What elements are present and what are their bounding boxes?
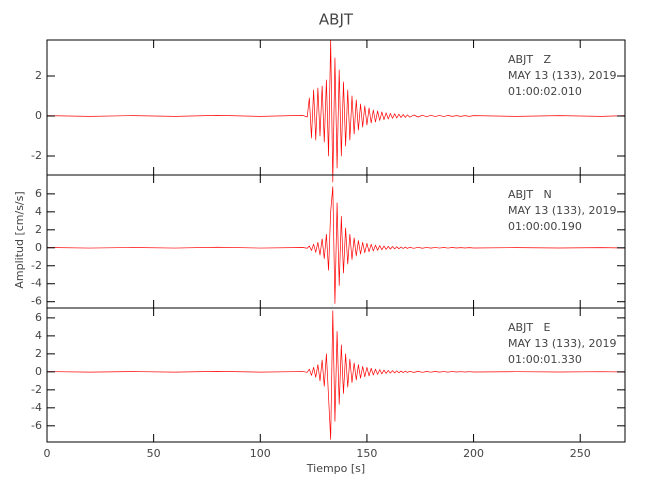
y-tick-label: 4: [35, 329, 42, 342]
x-tick-label: 50: [147, 447, 161, 460]
y-tick-label: 2: [35, 347, 42, 360]
annotation: MAY 13 (133), 2019: [508, 69, 616, 82]
y-tick-label: 0: [35, 365, 42, 378]
annotation: ABJT Z: [508, 53, 552, 66]
y-tick-label: -2: [31, 383, 42, 396]
y-tick-label: 2: [35, 69, 42, 82]
x-tick-label: 100: [250, 447, 271, 460]
panel-frame: [46, 307, 626, 443]
y-tick-label: 0: [35, 241, 42, 254]
annotation: 01:00:00.190: [508, 220, 582, 233]
annotation: 01:00:01.330: [508, 353, 582, 366]
annotation: 01:00:02.010: [508, 85, 582, 98]
waveform: [46, 310, 626, 440]
y-tick-label: 2: [35, 223, 42, 236]
y-tick-label: -6: [31, 419, 42, 432]
annotation: ABJT N: [508, 188, 552, 201]
y-tick-label: -4: [31, 401, 42, 414]
x-tick-label: 200: [463, 447, 484, 460]
y-tick-label: 4: [35, 205, 42, 218]
y-tick-label: -4: [31, 277, 42, 290]
annotation: ABJT E: [508, 321, 551, 334]
waveform: [46, 39, 626, 183]
x-tick-label: 250: [570, 447, 591, 460]
annotation: MAY 13 (133), 2019: [508, 204, 616, 217]
y-axis-label: Amplitud [cm/s/s]: [13, 191, 26, 288]
annotation: MAY 13 (133), 2019: [508, 337, 616, 350]
chart-title: ABJT: [319, 11, 354, 29]
x-tick-label: 150: [356, 447, 377, 460]
y-tick-label: -6: [31, 295, 42, 308]
waveform: [46, 186, 626, 304]
y-tick-label: 0: [35, 109, 42, 122]
y-tick-label: 6: [35, 311, 42, 324]
y-tick-label: -2: [31, 259, 42, 272]
y-tick-label: 6: [35, 187, 42, 200]
x-tick-label: 0: [44, 447, 51, 460]
x-axis-label: Tiempo [s]: [306, 462, 365, 475]
y-tick-label: -2: [31, 149, 42, 162]
